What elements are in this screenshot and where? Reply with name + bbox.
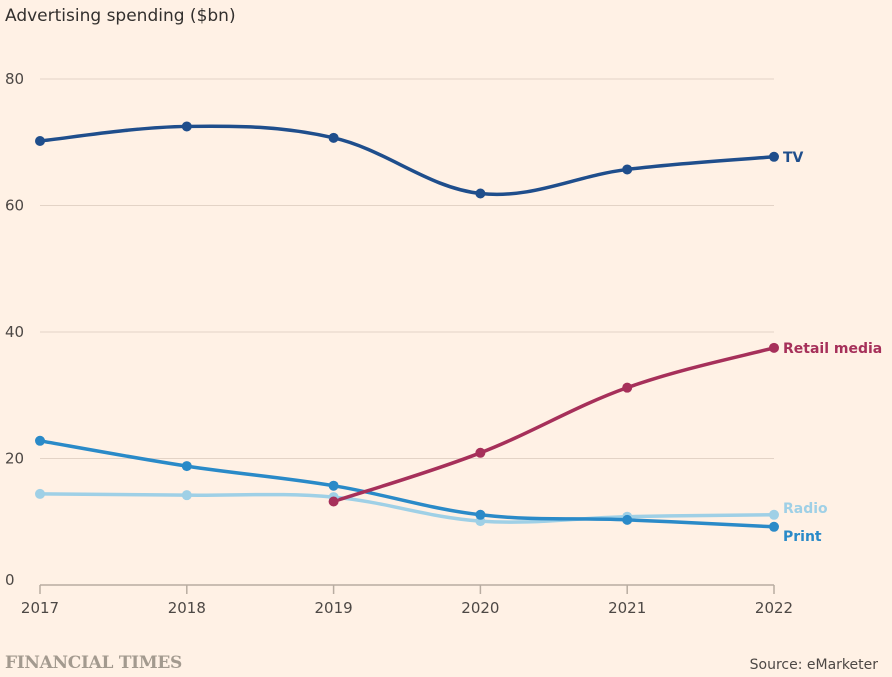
x-tick-label: 2021 <box>608 599 646 617</box>
y-tick-label: 0 <box>5 571 15 589</box>
y-tick-label: 20 <box>5 450 24 468</box>
point-print <box>769 521 779 532</box>
point-print <box>475 509 486 520</box>
line-retail-media <box>331 346 776 504</box>
point-tv <box>328 132 339 143</box>
series-points <box>35 121 779 532</box>
point-tv <box>475 188 486 199</box>
point-radio <box>769 509 779 520</box>
line-tv <box>38 124 776 197</box>
y-tick-label: 60 <box>5 197 24 215</box>
point-retail-media <box>769 342 779 353</box>
y-tick-labels: 0 20 40 60 80 <box>5 70 24 589</box>
point-print <box>622 514 633 525</box>
point-tv <box>181 121 192 132</box>
label-print: Print <box>783 529 822 545</box>
chart-title: Advertising spending ($bn) <box>5 6 236 26</box>
x-tick-label: 2019 <box>315 599 353 617</box>
label-tv: TV <box>783 150 804 166</box>
x-tick-label: 2017 <box>21 599 59 617</box>
series-lines <box>38 124 776 529</box>
point-tv <box>35 135 45 146</box>
source-note: Source: eMarketer <box>749 657 878 673</box>
line-print <box>38 439 776 529</box>
x-tick-label: 2020 <box>461 599 499 617</box>
x-tick-labels: 2017 2018 2019 2020 2021 2022 <box>21 599 793 617</box>
point-tv <box>622 164 633 175</box>
point-radio <box>181 490 192 501</box>
point-retail-media <box>622 382 633 393</box>
point-print <box>328 480 339 491</box>
point-print <box>181 461 192 472</box>
x-axis <box>39 584 775 594</box>
label-retail-media: Retail media <box>783 341 882 357</box>
ft-logo: FINANCIAL TIMES <box>5 653 182 673</box>
y-tick-label: 40 <box>5 323 24 341</box>
gridlines <box>40 78 774 459</box>
x-tick-label: 2018 <box>168 599 206 617</box>
label-radio: Radio <box>783 501 828 517</box>
line-radio <box>38 492 776 524</box>
point-print <box>35 435 45 446</box>
series-labels: Radio Print Retail media TV <box>783 150 882 545</box>
point-tv <box>769 151 779 162</box>
point-retail-media <box>328 496 339 507</box>
x-tick-label: 2022 <box>755 599 793 617</box>
y-tick-label: 80 <box>5 70 24 88</box>
point-retail-media <box>475 447 486 458</box>
point-radio <box>35 488 45 499</box>
